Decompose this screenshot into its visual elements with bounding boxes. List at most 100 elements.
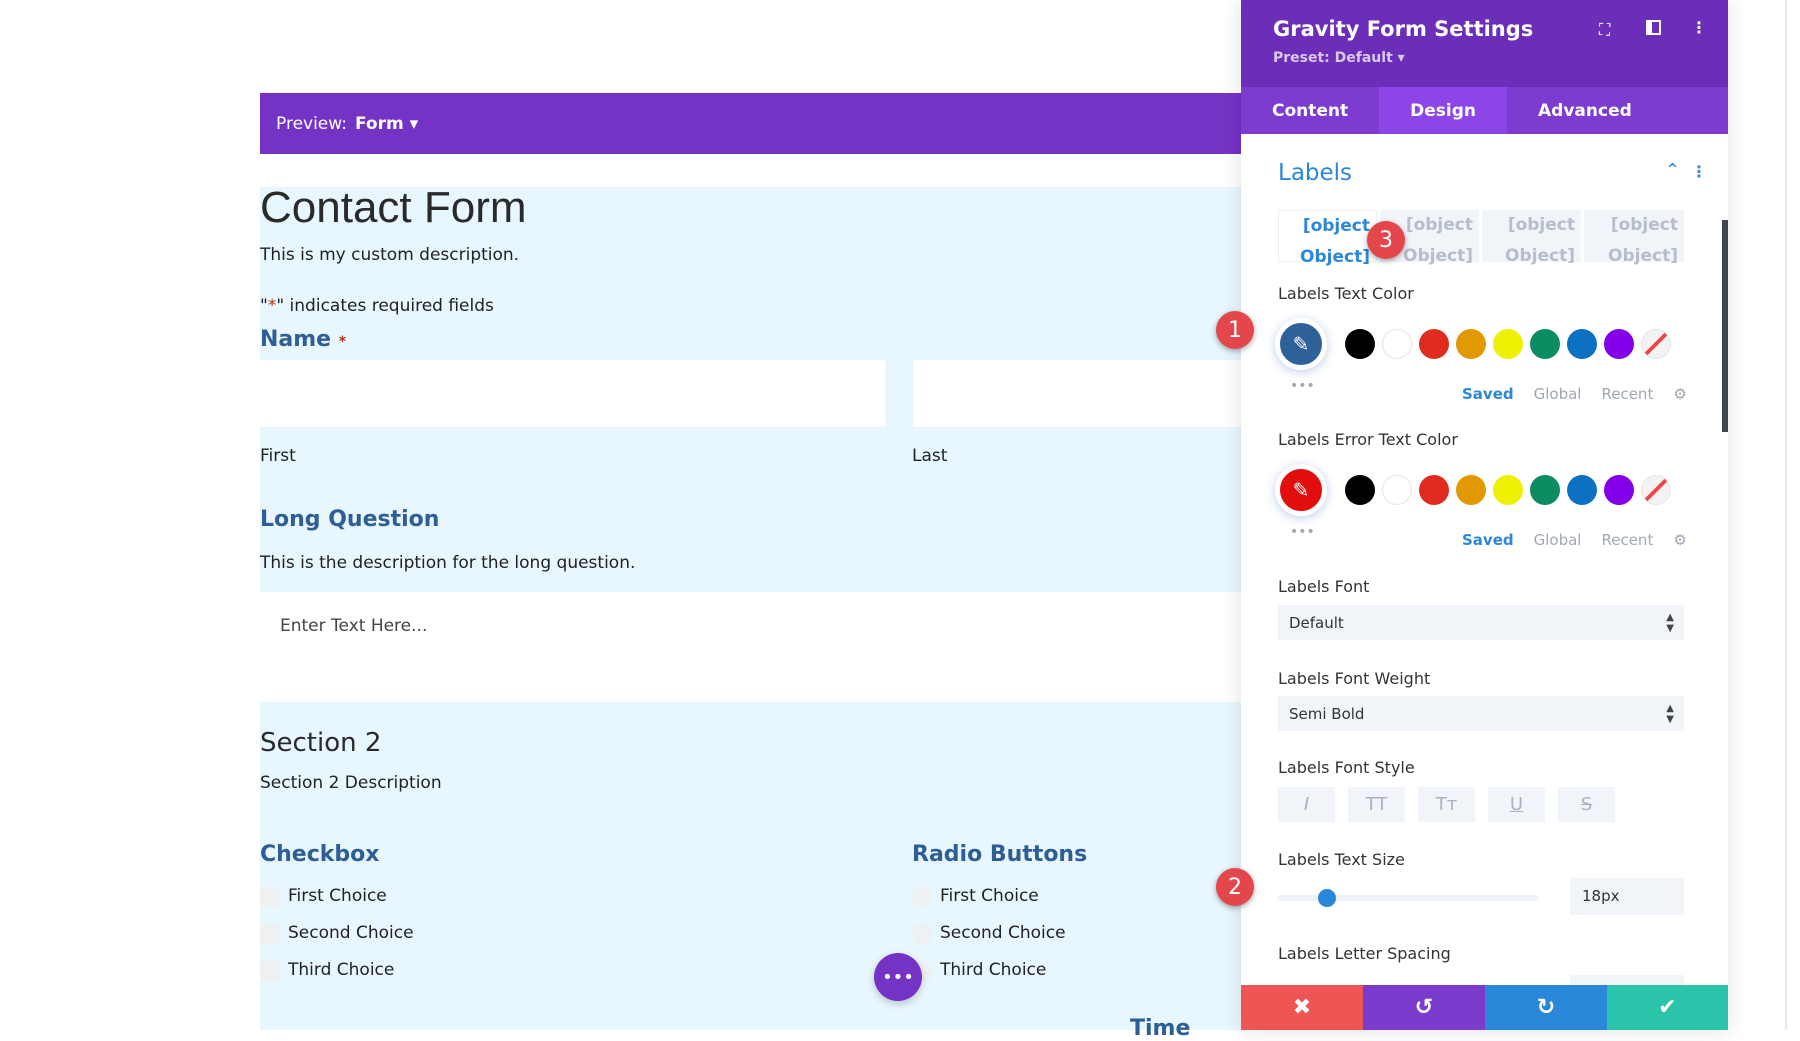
color-swatch[interactable] [1345,329,1375,359]
first-name-input[interactable] [260,360,885,427]
checkbox-choice: First Choice [288,886,387,906]
section-description: Section 2 Description [260,773,442,793]
error-color-label: Labels Error Text Color [1278,430,1458,449]
checkbox[interactable] [260,924,280,944]
underline-button[interactable]: U [1488,787,1545,822]
section-title: Section 2 [260,728,382,758]
no-color-swatch[interactable] [1641,329,1671,359]
italic-button[interactable]: I [1278,787,1335,822]
color-swatch[interactable] [1419,329,1449,359]
font-select[interactable]: Default ▲ ▼ [1278,605,1684,640]
color-swatch[interactable] [1382,475,1412,505]
tab-advanced[interactable]: Advanced [1538,100,1632,121]
gear-icon[interactable]: ⚙ [1673,531,1687,549]
letter-spacing-label: Labels Letter Spacing [1278,944,1451,963]
preview-dropdown[interactable]: Form ▾ [354,113,419,134]
strikethrough-button[interactable]: S [1558,787,1615,822]
section-title-labels[interactable]: Labels [1278,160,1353,186]
preview-label: Preview: [276,113,347,134]
radio-choice: Second Choice [940,923,1066,943]
slider-thumb[interactable] [1318,889,1337,907]
more-dots-icon[interactable]: ••• [1290,524,1315,540]
palette-recent[interactable]: Recent [1601,385,1654,403]
font-style-label: Labels Font Style [1278,758,1415,777]
checkbox[interactable] [260,961,280,981]
panel-header: Gravity Form Settings Preset: Default ▾ … [1241,0,1728,87]
form-title: Contact Form [260,183,527,232]
letter-spacing-input[interactable] [1570,975,1684,987]
label-subtab[interactable]: [object Object] [1584,210,1684,266]
palette-saved[interactable]: Saved [1462,385,1514,403]
panel-scrollbar[interactable] [1722,220,1728,432]
palette-recent[interactable]: Recent [1601,531,1654,549]
save-button[interactable]: ✔ [1607,985,1728,1030]
color-swatch[interactable] [1382,329,1412,359]
text-color-label: Labels Text Color [1278,284,1414,303]
checkbox-choice: Third Choice [288,960,395,980]
palette-saved[interactable]: Saved [1462,531,1514,549]
palette-global[interactable]: Global [1533,385,1582,403]
no-color-swatch[interactable] [1641,475,1671,505]
collapse-chevron-icon[interactable]: ⌃ [1665,160,1681,181]
redo-button[interactable]: ↻ [1485,985,1607,1030]
eyedropper-icon[interactable]: ✎ [1275,318,1327,370]
font-label: Labels Font [1278,577,1370,596]
color-swatch[interactable] [1530,475,1560,505]
color-swatch[interactable] [1456,329,1486,359]
time-label: Time [1130,1016,1191,1041]
more-dots-icon[interactable]: ••• [1290,378,1315,394]
palette-tabs: Saved Global Recent ⚙ [1462,531,1687,549]
panel-title: Gravity Form Settings [1273,17,1534,41]
fullscreen-icon[interactable]: ⛶ [1599,20,1611,39]
label-subtab[interactable]: [object Object] [1278,210,1377,267]
checkbox-choice: Second Choice [288,923,414,943]
step-badge-2: 2 [1216,868,1254,906]
uppercase-button[interactable]: TT [1348,787,1405,822]
capitalize-button[interactable]: Tт [1418,787,1475,822]
tab-design[interactable]: Design [1379,87,1508,134]
font-weight-select[interactable]: Semi Bold ▲ ▼ [1278,696,1684,731]
panel-tabs: Content Design Advanced [1241,87,1728,134]
kebab-menu-icon[interactable]: ⋮ [1691,18,1707,37]
more-options-button[interactable]: ••• [874,953,922,1001]
label-subtab[interactable]: [object Object] [1482,210,1581,266]
color-swatch[interactable] [1345,475,1375,505]
radio-button[interactable] [912,924,932,944]
color-swatch[interactable] [1419,475,1449,505]
checkbox[interactable] [260,887,280,907]
required-note: "*" indicates required fields [260,296,494,316]
radio-button[interactable] [912,887,932,907]
font-weight-label: Labels Font Weight [1278,669,1431,688]
color-swatch[interactable] [1567,329,1597,359]
long-question-label: Long Question [260,507,440,532]
text-size-label: Labels Text Size [1278,850,1405,869]
page-edge [1785,0,1787,1030]
settings-panel: Gravity Form Settings Preset: Default ▾ … [1216,0,1728,1030]
section-menu-icon[interactable]: ⋮ [1691,162,1707,181]
preview-bar: Preview: Form ▾ [260,93,1241,154]
form-description: This is my custom description. [260,245,520,265]
color-swatch[interactable] [1456,475,1486,505]
tab-content[interactable]: Content [1272,100,1349,121]
color-swatch[interactable] [1530,329,1560,359]
undo-button[interactable]: ↺ [1363,985,1485,1030]
color-swatch[interactable] [1604,329,1634,359]
last-sublabel: Last [912,446,948,466]
checkbox-label: Checkbox [260,842,380,867]
preset-dropdown[interactable]: Preset: Default ▾ [1273,50,1405,66]
split-view-icon[interactable] [1646,20,1661,35]
long-question-description: This is the description for the long que… [260,553,636,573]
palette-global[interactable]: Global [1533,531,1582,549]
color-swatch[interactable] [1604,475,1634,505]
gear-icon[interactable]: ⚙ [1673,385,1687,403]
color-swatch[interactable] [1493,475,1523,505]
text-size-slider[interactable] [1278,889,1538,907]
last-name-input[interactable] [913,360,1241,427]
text-size-input[interactable]: 18px [1570,878,1684,915]
eyedropper-icon[interactable]: ✎ [1275,464,1327,516]
color-swatch[interactable] [1567,475,1597,505]
long-question-textarea[interactable]: Enter Text Here... [260,592,1241,702]
cancel-button[interactable]: ✖ [1241,985,1363,1030]
color-swatch[interactable] [1493,329,1523,359]
palette-tabs: Saved Global Recent ⚙ [1462,385,1687,403]
